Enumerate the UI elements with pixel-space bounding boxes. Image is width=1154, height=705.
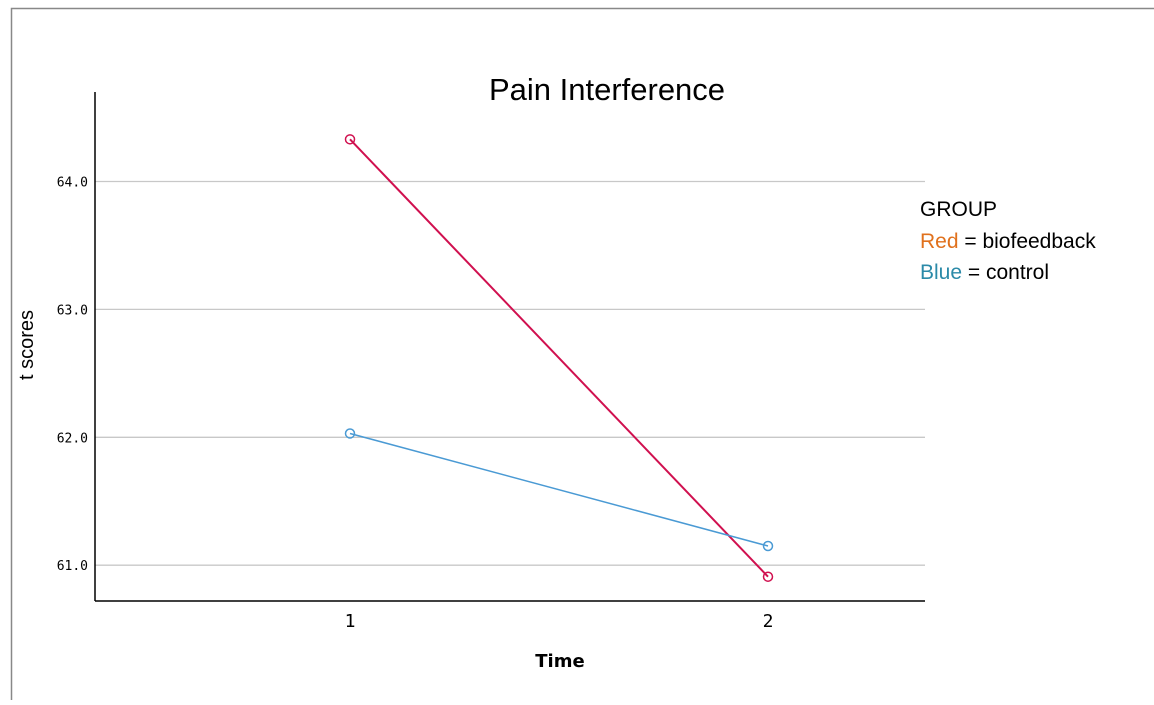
y-tick-label: 63.0 <box>57 303 88 318</box>
legend-blue-rest: = control <box>962 261 1049 284</box>
x-tick-label: 2 <box>763 611 774 632</box>
series-line <box>350 433 768 546</box>
legend-title: GROUP <box>920 198 997 221</box>
legend-red-rest: = biofeedback <box>959 230 1097 253</box>
chart-title: Pain Interference <box>489 72 725 107</box>
legend-entry-control: Blue = control <box>920 261 1049 284</box>
y-axis-label: t scores <box>16 310 38 380</box>
series-lines <box>346 135 773 581</box>
legend: GROUP Red = biofeedback Blue = control <box>920 198 1096 284</box>
series-line <box>350 139 768 576</box>
y-tick-label: 62.0 <box>57 431 88 446</box>
legend-red-word: Red <box>920 230 959 253</box>
x-tick-label: 1 <box>345 611 356 632</box>
figure-frame <box>12 9 1154 701</box>
legend-entry-biofeedback: Red = biofeedback <box>920 230 1096 253</box>
y-tick-label: 61.0 <box>57 559 88 574</box>
y-tick-label: 64.0 <box>57 176 88 191</box>
y-tick-labels: 61.0 62.0 63.0 64.0 <box>57 176 88 575</box>
x-axis-label: Time <box>535 651 584 672</box>
legend-blue-word: Blue <box>920 261 962 284</box>
gridlines <box>95 182 925 566</box>
